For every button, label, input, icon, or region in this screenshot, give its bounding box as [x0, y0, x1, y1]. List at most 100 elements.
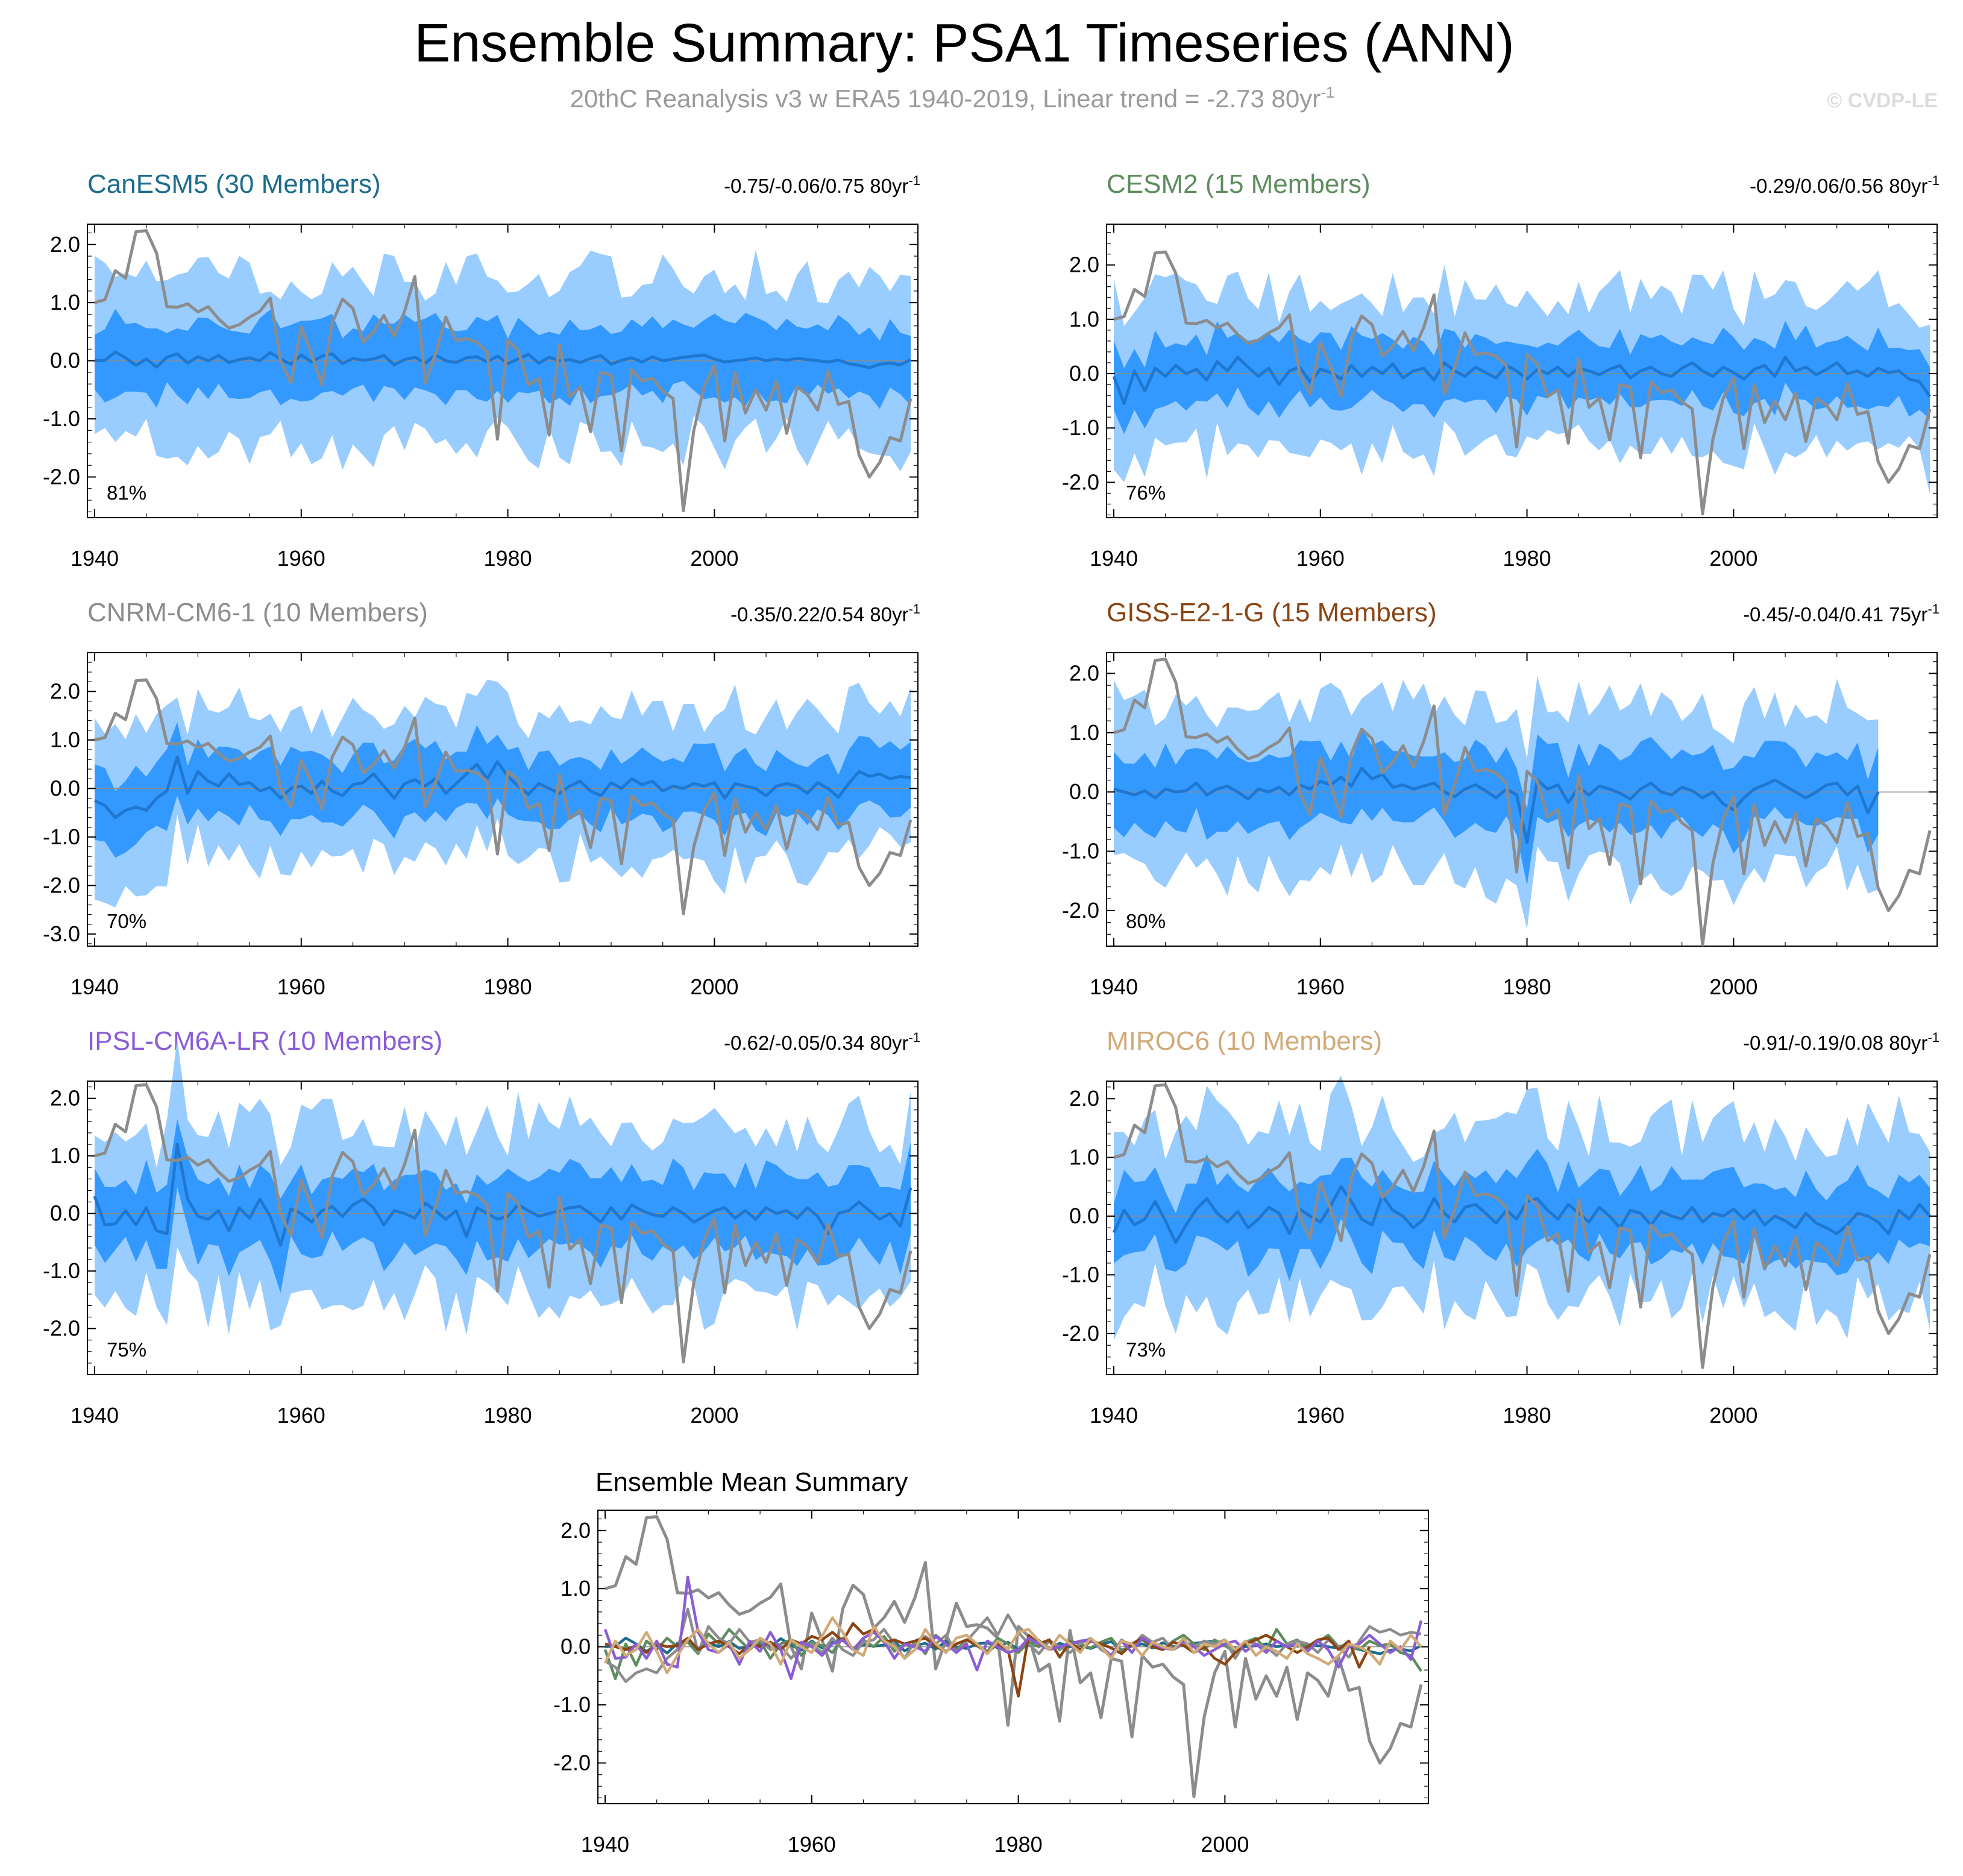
- y-tick-label: 2.0: [561, 1518, 591, 1543]
- panel-cnrm-cm6-1: CNRM-CM6-1 (10 Members) -0.35/0.22/0.54 8…: [43, 598, 920, 999]
- inner-percentile-band: [1114, 1149, 1930, 1281]
- panel-percentage: 80%: [1126, 910, 1166, 932]
- x-tick-label: 2000: [1201, 1832, 1249, 1857]
- y-tick-label: 2.0: [50, 679, 80, 703]
- observed-line: [1113, 657, 1932, 947]
- inner-percentile-band: [95, 1118, 911, 1293]
- y-tick-label: 2.0: [50, 1086, 80, 1111]
- panel-trend: -0.35/0.22/0.54 80yr-1: [730, 601, 920, 626]
- panel-canesm5: CanESM5 (30 Members) -0.75/-0.06/0.75 80y…: [43, 169, 920, 571]
- plot-frame: [1106, 224, 1938, 518]
- y-tick-label: 1.0: [1069, 1145, 1099, 1170]
- y-tick-label: -1.0: [43, 824, 80, 849]
- inner-percentile-band: [1114, 728, 1879, 885]
- plot-frame: [87, 224, 919, 518]
- panel-trend-sup: -1: [908, 1030, 920, 1045]
- inner-percentile-band: [95, 722, 911, 858]
- x-tick-label: 1960: [277, 974, 325, 999]
- y-tick-label: 2.0: [1069, 660, 1099, 685]
- x-tick-label: 1940: [1090, 974, 1138, 999]
- y-tick-label: -2.0: [1062, 1321, 1099, 1346]
- panel-trend-text: -0.62/-0.05/0.34 80yr: [724, 1032, 908, 1054]
- figure-subtitle: 20thC Reanalysis v3 w ERA5 1940-2019, Li…: [570, 83, 1335, 113]
- y-tick-label: -2.0: [43, 1316, 80, 1341]
- x-tick-label: 1960: [1296, 546, 1345, 571]
- y-tick-label: -2.0: [43, 873, 80, 897]
- observed-line: [94, 229, 912, 512]
- ensemble-mean-line: [93, 1143, 912, 1247]
- x-tick-label: 1940: [581, 1832, 629, 1857]
- panel-trend: -0.91/-0.19/0.08 80yr-1: [1743, 1030, 1939, 1054]
- x-tick-label: 1980: [484, 974, 532, 999]
- panel-title: GISS-E2-1-G (15 Members): [1107, 598, 1437, 627]
- y-tick-label: -1.0: [43, 1258, 80, 1283]
- y-tick-label: 0.0: [1069, 779, 1099, 804]
- panel-trend-text: -0.29/0.06/0.56 80yr: [1750, 175, 1927, 197]
- y-tick-label: -1.0: [1062, 415, 1099, 440]
- y-tick-label: 2.0: [1069, 1086, 1099, 1111]
- observed-line: [94, 1083, 912, 1364]
- panel-title: CanESM5 (30 Members): [87, 169, 381, 199]
- panel-trend: -0.29/0.06/0.56 80yr-1: [1750, 173, 1939, 197]
- x-tick-label: 1940: [71, 1403, 119, 1428]
- panel-trend-text: -0.75/-0.06/0.75 80yr: [724, 175, 908, 197]
- panel-percentage: 73%: [1126, 1338, 1166, 1361]
- y-tick-label: 1.0: [1069, 720, 1099, 745]
- panel-trend-sup: -1: [1927, 1030, 1939, 1045]
- y-tick-label: 0.0: [561, 1634, 591, 1659]
- x-tick-label: 1940: [1090, 1403, 1138, 1428]
- y-tick-label: 0.0: [50, 776, 80, 800]
- panel-group: CanESM5 (30 Members) -0.75/-0.06/0.75 80y…: [43, 169, 1939, 1857]
- panel-trend: -0.45/-0.04/0.41 75yr-1: [1743, 601, 1939, 626]
- x-tick-label: 1980: [484, 1403, 532, 1428]
- x-tick-label: 1940: [1090, 546, 1138, 571]
- panel-title: MIROC6 (10 Members): [1107, 1026, 1382, 1056]
- x-tick-label: 1960: [788, 1832, 836, 1857]
- panel-title: Ensemble Mean Summary: [595, 1467, 908, 1497]
- y-tick-label: 1.0: [50, 727, 80, 752]
- plot-frame: [87, 652, 919, 947]
- ensemble-mean-line: [1113, 767, 1880, 844]
- x-tick-label: 2000: [690, 1403, 738, 1428]
- y-tick-label: 1.0: [1069, 307, 1099, 331]
- y-tick-label: 2.0: [1069, 253, 1099, 277]
- ensemble-mean-line: [94, 350, 912, 369]
- panel-trend: -0.75/-0.06/0.75 80yr-1: [724, 173, 920, 197]
- ensemble-mean-line: [1112, 1185, 1931, 1244]
- y-tick-label: 1.0: [561, 1576, 591, 1601]
- copyright-label: © CVDP-LE: [1827, 89, 1938, 112]
- panel-trend-sup: -1: [908, 173, 920, 188]
- x-tick-label: 2000: [690, 974, 738, 999]
- x-tick-label: 2000: [690, 546, 738, 571]
- y-tick-label: -2.0: [1062, 469, 1099, 494]
- y-tick-label: 0.0: [1069, 361, 1099, 386]
- panel-miroc6: MIROC6 (10 Members) -0.91/-0.19/0.08 80yr…: [1062, 1026, 1939, 1428]
- panel-trend-text: -0.45/-0.04/0.41 75yr: [1743, 603, 1927, 626]
- x-tick-label: 1980: [1503, 974, 1551, 999]
- x-tick-label: 1960: [1296, 974, 1345, 999]
- x-tick-label: 2000: [1709, 1403, 1757, 1428]
- observed-line: [1113, 250, 1932, 516]
- y-tick-label: -2.0: [43, 464, 80, 489]
- observed-line: [1113, 1083, 1932, 1369]
- plot-frame: [1106, 652, 1938, 947]
- panel-percentage: 81%: [107, 482, 146, 504]
- panel-cesm2: CESM2 (15 Members) -0.29/0.06/0.56 80yr-1…: [1062, 169, 1939, 571]
- figure-subtitle-sup: -1: [1321, 83, 1334, 101]
- figure-title: Ensemble Summary: PSA1 Timeseries (ANN): [414, 13, 1515, 74]
- y-tick-label: 0.0: [50, 348, 80, 373]
- panel-percentage: 70%: [107, 910, 146, 932]
- ensemble-mean-line-ipsl-cm6a-lr: [603, 1575, 1423, 1680]
- ensemble-mean-line-giss-e2-1-g: [605, 1622, 1371, 1698]
- panel-trend-sup: -1: [1927, 601, 1939, 616]
- x-tick-label: 2000: [1709, 546, 1757, 571]
- y-tick-label: 1.0: [50, 290, 80, 315]
- y-tick-label: -1.0: [43, 406, 80, 431]
- panel-percentage: 76%: [1126, 482, 1166, 504]
- x-tick-label: 2000: [1709, 974, 1757, 999]
- panel-title: IPSL-CM6A-LR (10 Members): [87, 1026, 442, 1056]
- y-tick-label: 1.0: [50, 1143, 80, 1168]
- y-tick-label: -2.0: [553, 1750, 591, 1775]
